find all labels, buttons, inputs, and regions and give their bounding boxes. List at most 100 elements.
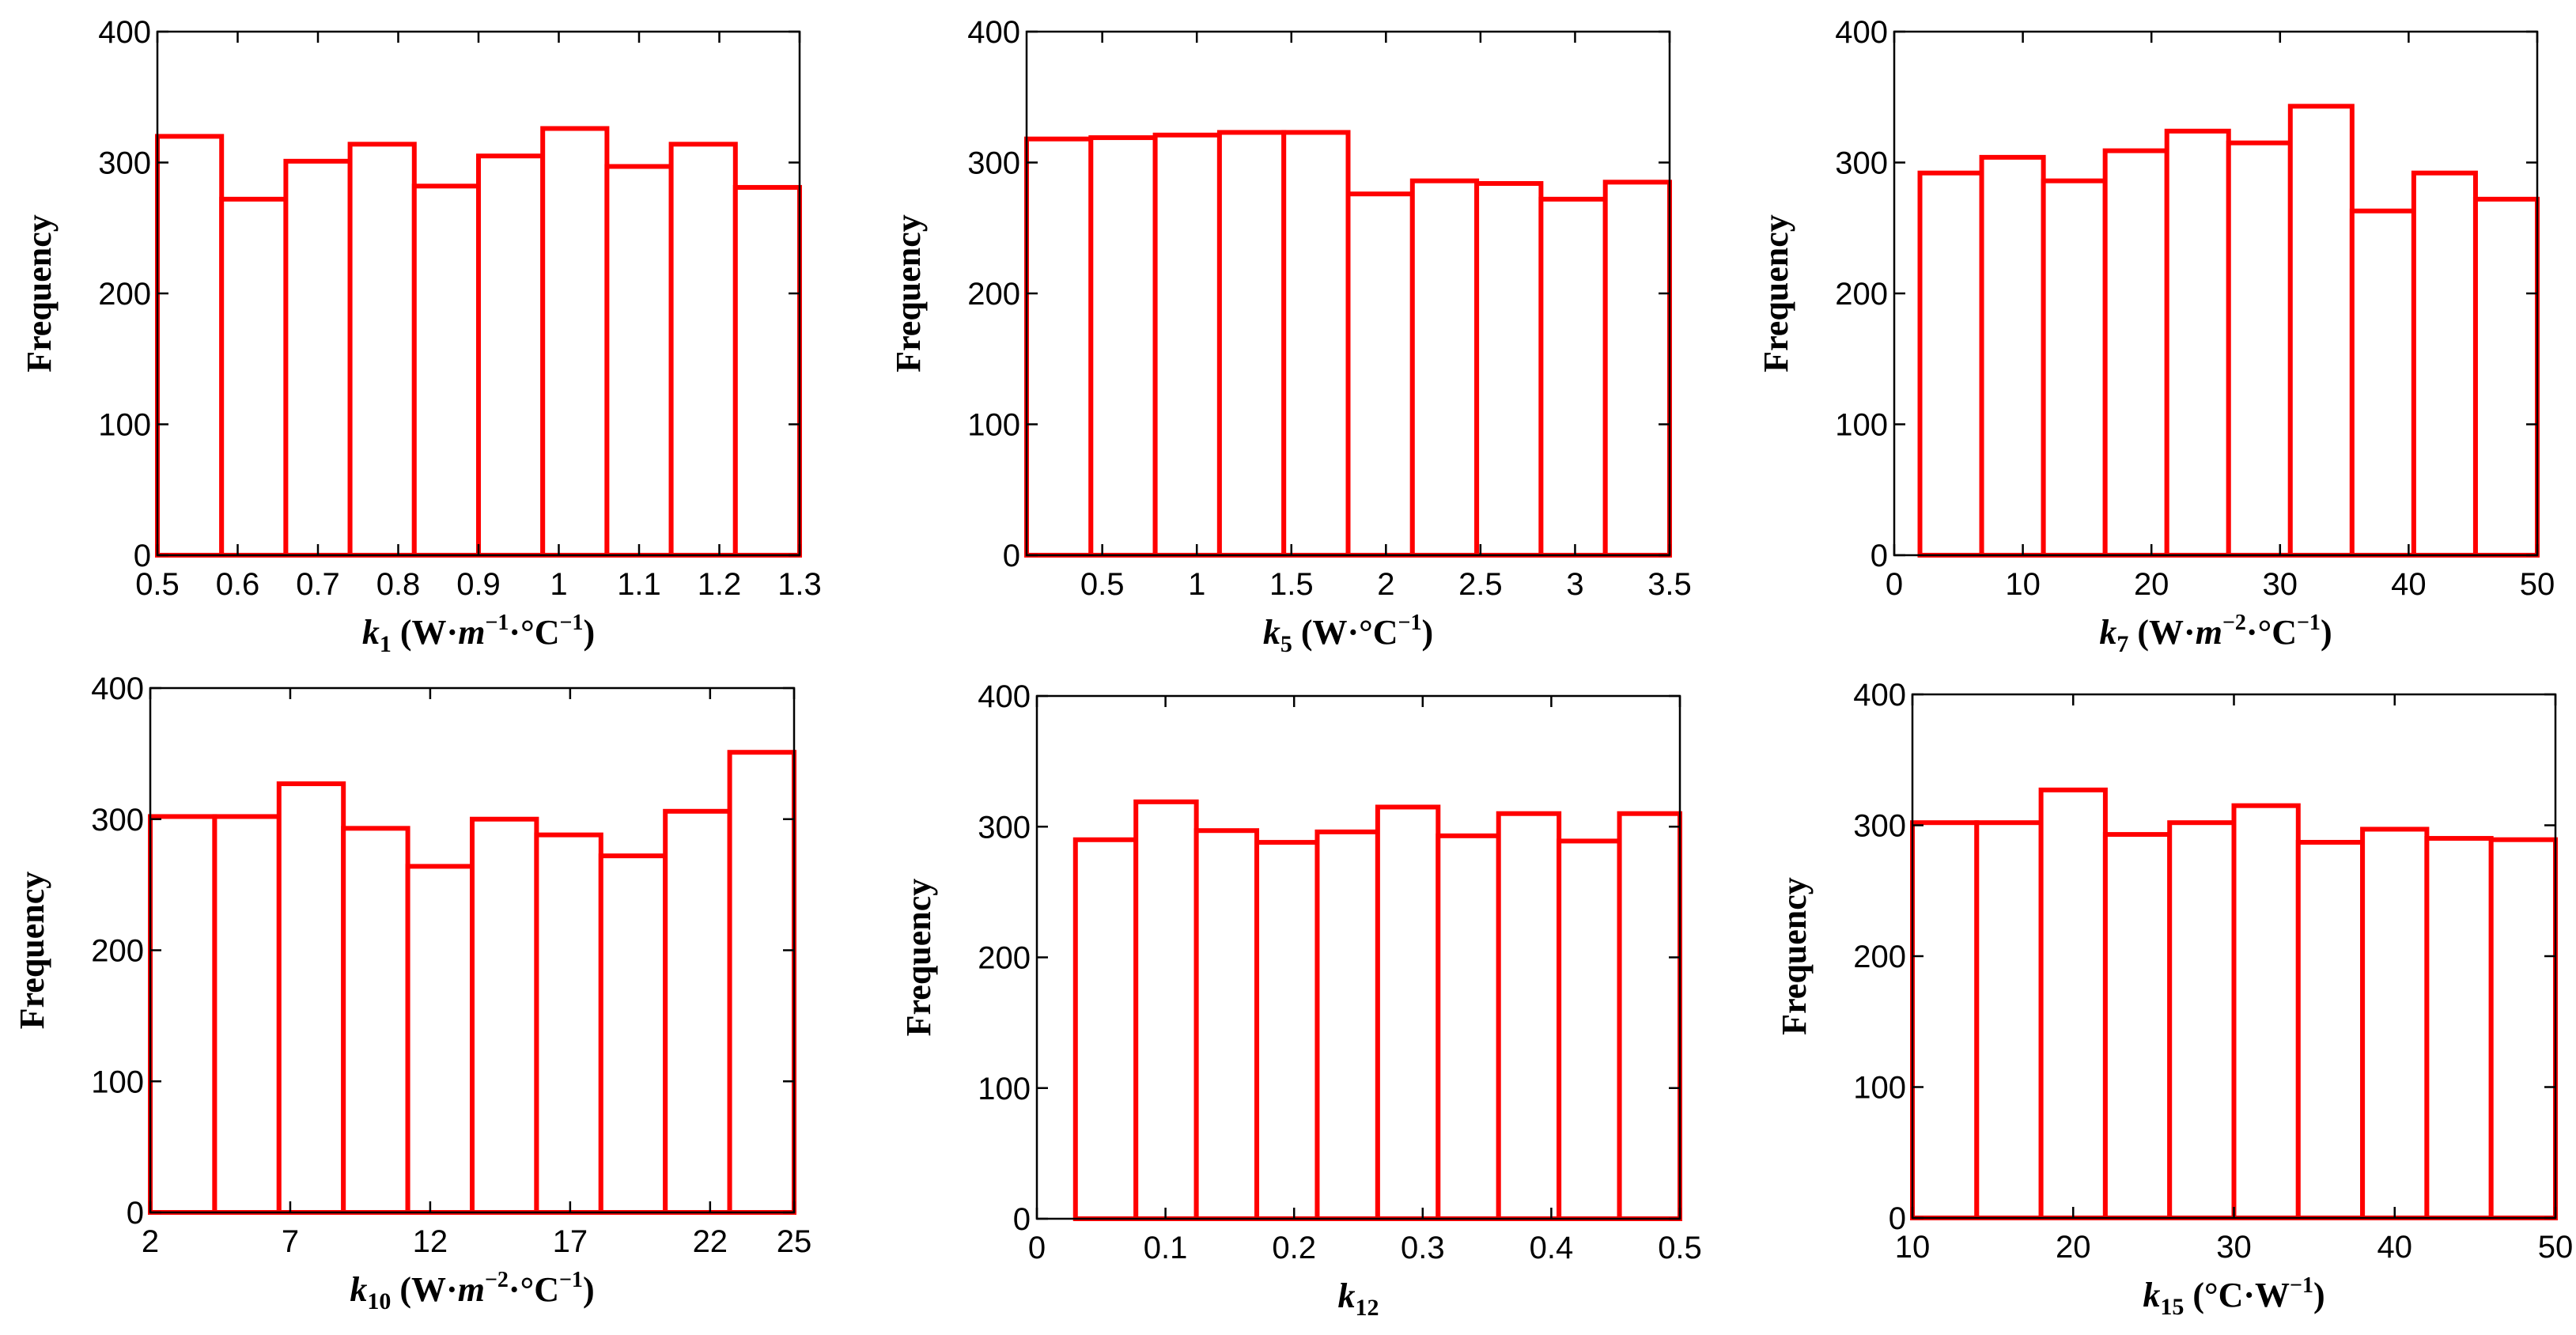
histogram-bar	[1088, 135, 1158, 558]
histogram-bar	[2226, 140, 2293, 558]
y-axis-label: Frequency	[1775, 877, 1814, 1035]
y-tick-label: 300	[978, 810, 1031, 845]
x-tick-label: 0.5	[135, 567, 180, 602]
x-axis-label-part: k	[362, 613, 380, 652]
x-axis-label-part: m	[458, 613, 485, 652]
x-tick-label: 0.3	[1401, 1231, 1445, 1265]
histogram-bar	[598, 853, 668, 1216]
y-tick-label: 400	[1853, 678, 1906, 713]
y-axis-label: Frequency	[889, 214, 928, 373]
y-tick-label: 100	[98, 408, 151, 443]
x-axis-label-part: −2	[485, 1268, 509, 1292]
x-axis-label-part: )	[1422, 613, 1434, 652]
y-tick-label: 400	[967, 15, 1020, 50]
x-axis-label-part: −1	[559, 611, 583, 635]
x-axis-label-part: (W·	[2128, 613, 2195, 652]
x-axis-label-part: m	[2196, 613, 2222, 652]
y-tick-label: 300	[91, 803, 144, 838]
x-tick-label: 0	[1886, 567, 1903, 602]
histogram-bar	[1024, 136, 1094, 558]
x-axis-label-part: (W·°C	[1292, 613, 1398, 652]
y-tick-label: 100	[1853, 1071, 1906, 1106]
x-axis-label-part: (W·	[392, 613, 458, 652]
histogram-bar	[1314, 829, 1380, 1221]
x-tick-label: 22	[693, 1224, 728, 1259]
histogram-bar	[341, 826, 410, 1216]
x-tick-label: 3	[1566, 567, 1583, 602]
x-axis-label-part: ·°C	[509, 1270, 559, 1309]
y-tick-label: 300	[1835, 146, 1888, 181]
y-axis-label: Frequency	[899, 879, 938, 1037]
x-axis-label-part: m	[458, 1270, 485, 1309]
x-axis-label-part: 10	[367, 1288, 391, 1314]
x-tick-label: 25	[777, 1224, 812, 1259]
x-tick-label: 2	[1377, 567, 1394, 602]
x-tick-label: 17	[553, 1224, 588, 1259]
y-tick-label: 400	[91, 671, 144, 706]
histogram-bar	[1538, 196, 1608, 558]
y-tick-label: 0	[1871, 539, 1888, 573]
histogram-bar	[732, 184, 802, 558]
histogram-bar	[347, 142, 417, 558]
histogram-bar	[1375, 804, 1441, 1221]
y-tick-label: 300	[967, 146, 1020, 181]
x-axis-label-part: −1	[485, 611, 509, 635]
x-axis-label-part: 12	[1356, 1295, 1379, 1321]
y-tick-label: 200	[967, 277, 1020, 312]
histogram-bar	[2360, 826, 2430, 1220]
histogram-bar	[1072, 837, 1139, 1222]
y-axis-label: Frequency	[1757, 214, 1795, 373]
x-tick-label: 0.4	[1530, 1231, 1574, 1265]
histogram-bar	[1281, 130, 1351, 558]
x-tick-label: 50	[2538, 1230, 2574, 1265]
histogram-bar	[1974, 820, 2044, 1220]
histogram-bar	[2488, 837, 2558, 1220]
x-axis-label-part: )	[2313, 1276, 2325, 1314]
y-tick-label: 200	[978, 941, 1031, 976]
x-axis-label-part: 1	[380, 631, 392, 657]
histogram-bar	[1917, 170, 1984, 558]
y-tick-label: 200	[98, 277, 151, 312]
x-tick-label: 2.5	[1458, 567, 1503, 602]
histogram-bar	[2295, 840, 2366, 1220]
x-tick-label: 7	[282, 1224, 299, 1259]
histogram-bar	[1979, 154, 2046, 558]
x-tick-label: 0.1	[1144, 1231, 1188, 1265]
x-tick-label: 30	[2263, 567, 2298, 602]
y-tick-label: 200	[1853, 940, 1906, 974]
histogram-bar	[2167, 820, 2237, 1220]
histogram-bar	[405, 864, 475, 1216]
x-tick-label: 20	[2056, 1230, 2091, 1265]
x-tick-label: 2	[142, 1224, 159, 1259]
y-tick-label: 200	[1835, 277, 1888, 312]
histogram-bar	[212, 814, 282, 1216]
histogram-bar	[668, 142, 738, 558]
x-tick-label: 10	[1895, 1230, 1931, 1265]
histogram-bar	[604, 164, 674, 558]
y-tick-label: 200	[91, 934, 144, 969]
histogram-bar	[1602, 180, 1672, 558]
x-axis-label-part: k	[2099, 613, 2116, 652]
x-axis-label-part: −1	[1398, 611, 1422, 635]
x-axis-label-part: )	[2321, 613, 2332, 652]
x-tick-label: 1	[1188, 567, 1205, 602]
histogram-bar	[2349, 208, 2416, 558]
x-tick-label: 3.5	[1647, 567, 1692, 602]
x-tick-label: 0.6	[216, 567, 260, 602]
x-axis-label-part: k	[2143, 1276, 2160, 1314]
histogram-panel-3: 0 100 200 300 400 0 10 20 30 40 50 Frequency k7 (W·m…	[1757, 15, 2555, 657]
x-tick-label: 10	[2005, 567, 2041, 602]
y-tick-label: 0	[1889, 1201, 1906, 1236]
x-tick-label: 1.2	[698, 567, 742, 602]
histogram-bar	[2424, 836, 2494, 1221]
x-tick-label: 1.5	[1269, 567, 1314, 602]
histogram-bar	[276, 781, 346, 1215]
histogram-panel-6: 0 100 200 300 400 10 20 30 40 50 Frequency k15 (°C·…	[1775, 678, 2573, 1320]
x-axis-label-part: −2	[2222, 611, 2246, 635]
x-axis-label-part: −1	[559, 1268, 583, 1292]
x-tick-label: 1.3	[777, 567, 822, 602]
histogram-bar	[1617, 811, 1682, 1221]
histogram-bar	[2231, 803, 2301, 1220]
y-tick-label: 100	[91, 1065, 144, 1099]
x-tick-label: 0.5	[1658, 1231, 1702, 1265]
